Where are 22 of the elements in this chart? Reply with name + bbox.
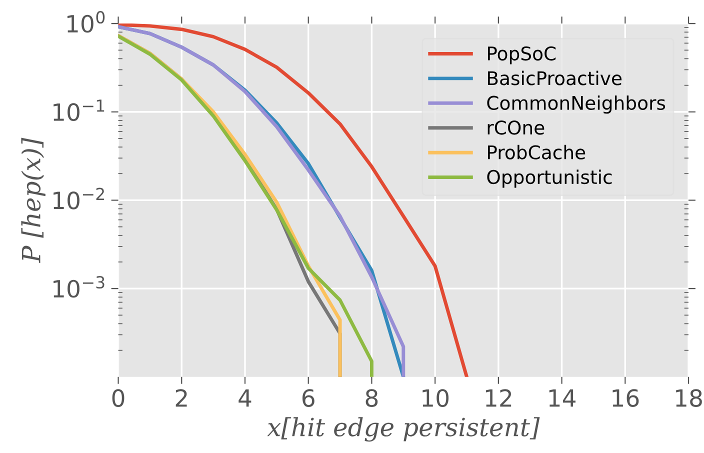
- x-tick-label: 12: [486, 389, 512, 407]
- x-tick-label: 10: [422, 389, 449, 407]
- x-tick-label: 16: [612, 389, 639, 407]
- x-tick-label: 0: [112, 389, 124, 407]
- x-axis-title: x[hit edge persistent]: [267, 417, 540, 442]
- legend-label: ProbCache: [488, 144, 586, 160]
- y-axis-title: P [hep(x)]: [21, 138, 46, 263]
- legend-label: BasicProactive: [488, 70, 622, 86]
- x-tick-label: 8: [366, 389, 378, 407]
- legend-label: rCOne: [488, 120, 544, 135]
- y-tick-label: 10$^{−1}$: [54, 100, 104, 122]
- legend-label: Opportunistic: [487, 170, 612, 188]
- x-tick-label: 6: [302, 389, 314, 407]
- x-tick-label: 4: [238, 389, 252, 407]
- x-tick-label: 18: [676, 389, 702, 407]
- x-tick-label: 2: [176, 389, 187, 407]
- legend-label: PopSoC: [488, 46, 556, 64]
- y-tick-label: 10$^{−2}$: [54, 188, 104, 210]
- y-tick-label: 10$^{0}$: [68, 11, 105, 33]
- legend-label: CommonNeighbors: [487, 95, 666, 114]
- x-tick-label: 14: [549, 389, 576, 407]
- y-tick-label: 10$^{−3}$: [54, 276, 104, 298]
